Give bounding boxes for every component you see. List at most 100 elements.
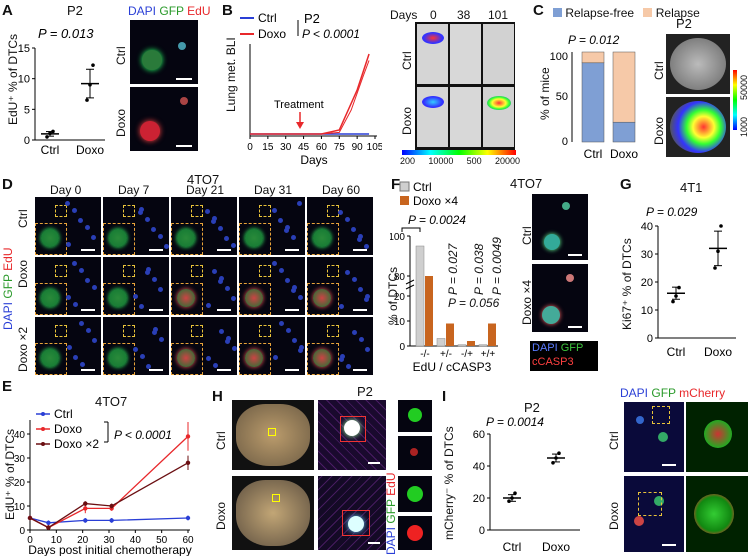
panel-a-image-doxo	[130, 87, 198, 151]
panel-i-title: P2	[524, 400, 540, 415]
panel-i-channels: DAPI GFP mCherry	[620, 386, 725, 400]
y-tick-label: 40	[473, 461, 485, 473]
panel-f-letter: F	[391, 176, 401, 193]
panel-b-title: P2	[304, 11, 320, 26]
x-tick-label: -/+	[461, 349, 473, 360]
x-tick-label: 90	[352, 142, 364, 153]
x-tick-label: 15	[262, 142, 274, 153]
panel-b-chart: P2 Ctrl Doxo P < 0.0001 0 15 30 45 60 75 90 105…	[240, 11, 382, 167]
legend-f-ctrl: Ctrl	[413, 180, 432, 194]
panel-b-letter: B	[222, 2, 233, 19]
panel-c-stat: P = 0.012	[568, 33, 620, 47]
i-xtick-doxo: Doxo	[542, 540, 570, 554]
panel-a-row-ctrl: Ctrl	[114, 46, 128, 65]
x-tick-label: 0	[247, 142, 253, 153]
legend-relapse: Relapse	[655, 6, 700, 20]
panel-d-image	[307, 197, 373, 255]
x-tick-label: 0	[27, 535, 33, 546]
c-ytick-0: 0	[562, 136, 568, 148]
bar-ctrl	[457, 344, 467, 347]
panel-c-image-ctrl	[666, 34, 730, 94]
panel-d-image	[171, 197, 237, 255]
panel-d-col-header: Day 0	[50, 183, 82, 197]
panel-h-inset-red-doxo	[398, 516, 432, 550]
panel-g-ylabel: Ki67⁺ % of DTCs	[620, 238, 634, 330]
x-tick-label: 40	[130, 535, 142, 546]
panel-d-side-labels: DAPI GFP EdU	[1, 248, 15, 331]
panel-i-ylabel: mCherry⁻ % of DTCs	[442, 426, 456, 540]
panel-a-row-doxo: Doxo	[114, 108, 128, 137]
data-point	[551, 461, 555, 465]
data-point	[674, 294, 678, 298]
panel-i-image-doxo	[624, 476, 684, 552]
panel-i-zoom-doxo	[686, 476, 748, 552]
c-xtick-ctrl: Ctrl	[584, 147, 603, 161]
panel-c-scale-max: 50000	[739, 74, 749, 100]
panel-f-channels: DAPI GFP cCASP3 EdU	[530, 341, 598, 382]
data-point	[85, 98, 89, 102]
series-line-doxo	[250, 53, 370, 135]
panel-h-inset-green-doxo	[398, 476, 432, 512]
panel-c-row-doxo: Doxo	[652, 116, 666, 145]
panel-f-xlabel: EdU / cCASP3	[413, 360, 492, 374]
legend-relapse-free: Relapse-free	[565, 6, 635, 20]
panel-h-zoom-doxo	[318, 476, 386, 550]
panel-b-row-ctrl: Ctrl	[400, 51, 414, 70]
legend-f-doxo4: Doxo ×4	[413, 194, 458, 208]
panel-d-row-doxo2: Doxo ×2	[16, 326, 30, 372]
h-channel-gfp: GFP	[384, 499, 398, 524]
y-tick-label: 30	[641, 249, 653, 261]
bar-doxo4	[488, 323, 496, 346]
legend-ctrl: Ctrl	[258, 11, 277, 25]
axis-break	[405, 279, 415, 285]
panel-a-xtick-ctrl: Ctrl	[41, 143, 60, 157]
panel-c-row-ctrl: Ctrl	[652, 61, 666, 80]
panel-d-col-header: Day 7	[118, 183, 150, 197]
data-point	[719, 224, 723, 228]
panel-c-chart: P = 0.012 0 50 100 Ctrl Doxo	[550, 33, 639, 161]
panel-b-xlabel: Days	[300, 153, 327, 167]
f-channel-dapi: DAPI	[532, 342, 558, 354]
data-point	[713, 266, 717, 270]
x-tick-label: 105	[367, 142, 382, 153]
x-tick-label: -/-	[420, 349, 429, 360]
panel-i-stat: P = 0.0014	[486, 415, 544, 429]
panel-g-letter: G	[620, 176, 632, 193]
panel-h-inset-green-ctrl	[398, 400, 432, 432]
x-tick-label: 30	[280, 142, 292, 153]
panel-i-zoom-ctrl	[686, 402, 748, 472]
panel-b-day101: 101	[488, 8, 509, 22]
y-tick-label: 5	[24, 104, 30, 116]
data-point	[185, 460, 191, 465]
panel-e-stat: P < 0.0001	[114, 428, 172, 442]
panel-c-title: P2	[676, 16, 692, 31]
panel-f-chart: Ctrl Doxo ×4 P = 0.0024 0 10 20 80 100 -/- +/-…	[390, 180, 498, 374]
data-point	[48, 131, 52, 136]
y-tick-label: 0	[479, 525, 485, 537]
series-line-e-0	[29, 517, 189, 524]
panel-d-col-header: Day 21	[186, 183, 225, 197]
f-channel-gfp: GFP	[560, 342, 584, 354]
panel-a-xtick-doxo: Doxo	[76, 143, 104, 157]
panel-i-image-ctrl	[624, 402, 684, 472]
series-line-doxo-replicate	[250, 60, 370, 135]
y-tick-label: 20	[394, 292, 406, 303]
panel-h-row-doxo: Doxo	[214, 501, 228, 530]
d-channel-dapi: DAPI	[1, 301, 15, 330]
panel-d-row-ctrl: Ctrl	[16, 209, 30, 228]
scale-max-1: 10000	[428, 156, 454, 166]
panel-d-image	[103, 197, 169, 255]
panel-d-col-headers: Day 0 Day 7 Day 21 Day 31 Day 60	[36, 183, 376, 197]
f-stat-3: P = 0.0049	[490, 237, 504, 295]
f-stat-4: P = 0.056	[448, 296, 500, 310]
data-point	[671, 299, 675, 304]
y-tick-label: 20	[641, 277, 653, 289]
c-ytick-50: 50	[556, 91, 568, 103]
x-tick-label: 60	[316, 142, 328, 153]
data-point	[716, 249, 720, 253]
scale-min-1: 200	[400, 156, 416, 166]
panel-b-ylabel: Lung met. BLI	[224, 37, 238, 112]
panel-i-chart: P = 0.0014 0 20 40 60 Ctrl Doxo	[473, 415, 580, 554]
panel-d-col-header: Day 31	[254, 183, 293, 197]
i-channel-gfp: GFP	[651, 386, 676, 400]
